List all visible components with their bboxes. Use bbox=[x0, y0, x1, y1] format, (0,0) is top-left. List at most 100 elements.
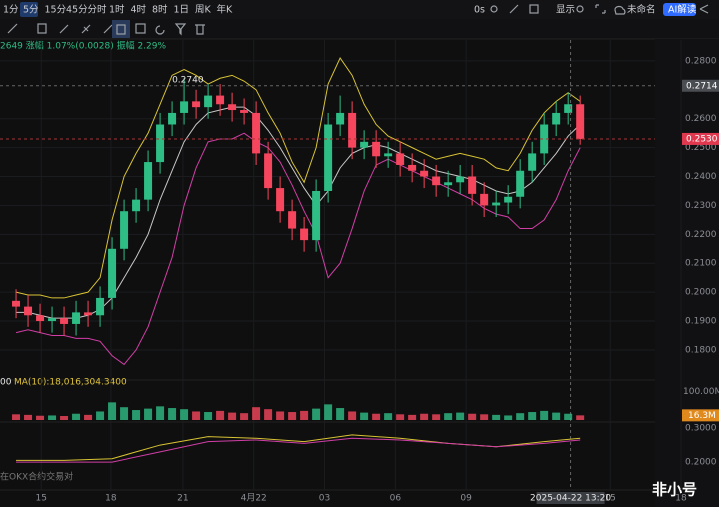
volume-tick-label: 100.00M bbox=[683, 387, 719, 397]
price-tag bbox=[682, 79, 719, 92]
interval-button[interactable]: 分时 bbox=[88, 4, 108, 16]
volume-bar bbox=[228, 412, 237, 420]
info-line: 2649 涨幅 1.07%(0.0028) 振幅 2.29% bbox=[0, 40, 166, 52]
interval-button[interactable]: 1分 bbox=[3, 5, 19, 16]
volume-bar bbox=[120, 407, 129, 420]
volume-bar bbox=[84, 414, 93, 420]
y-tick-label: 0.2400 bbox=[685, 172, 717, 182]
y-tick-label: 0.2800 bbox=[685, 56, 717, 66]
candle-body bbox=[276, 188, 285, 212]
candle-body bbox=[324, 124, 333, 191]
volume-tag-label: 16.3M bbox=[688, 411, 716, 421]
candle-body bbox=[300, 228, 309, 241]
candle-body bbox=[564, 104, 573, 113]
x-tick-label: 18 bbox=[675, 494, 687, 504]
y-tick-label: 0.2100 bbox=[685, 259, 717, 269]
candle-body bbox=[312, 190, 321, 241]
volume-bar bbox=[456, 412, 465, 420]
indicator-line bbox=[16, 437, 581, 463]
candle-body bbox=[552, 112, 561, 125]
y-tick-label: 0.1900 bbox=[685, 317, 717, 327]
x-tick-label: 15 bbox=[604, 494, 615, 504]
high-marker: 0.2740 bbox=[172, 76, 204, 86]
candle-body bbox=[108, 248, 117, 298]
candle-body bbox=[456, 176, 465, 183]
y-tick-label: 0.2600 bbox=[685, 114, 717, 124]
volume-bar bbox=[396, 414, 405, 420]
bollinger-band bbox=[15, 57, 581, 299]
watermark: 非小号 bbox=[652, 481, 697, 499]
volume-bar bbox=[516, 413, 525, 420]
candle-body bbox=[96, 297, 105, 316]
volume-bar bbox=[480, 414, 489, 420]
display-button[interactable]: 显示 bbox=[556, 5, 575, 16]
candle-body bbox=[504, 196, 513, 203]
volume-bar bbox=[156, 406, 165, 420]
x-tick-label: 18 bbox=[105, 494, 117, 504]
volume-bar bbox=[552, 412, 561, 420]
ai-button[interactable] bbox=[663, 3, 696, 16]
volume-bar bbox=[192, 411, 201, 420]
candle-body bbox=[156, 124, 165, 163]
price-tag-label: 0.2530 bbox=[686, 134, 718, 144]
crosshair-box bbox=[536, 492, 605, 504]
candle-body bbox=[144, 162, 153, 200]
candle-body bbox=[288, 211, 297, 229]
interval-button[interactable]: 4时 bbox=[131, 4, 147, 16]
candle-body bbox=[252, 112, 261, 154]
volume-bar bbox=[360, 412, 369, 420]
tool-icons[interactable] bbox=[7, 4, 709, 38]
volume-bar bbox=[336, 408, 345, 420]
interval-button[interactable]: 45分 bbox=[66, 5, 88, 16]
volume-bar bbox=[420, 413, 429, 420]
candle-body bbox=[132, 199, 141, 212]
candle-body bbox=[264, 153, 273, 189]
candle-body bbox=[84, 312, 93, 316]
candle-body bbox=[480, 193, 489, 206]
source: 在OKX合约交易对 bbox=[0, 471, 73, 483]
interval-button[interactable]: 5分 bbox=[23, 5, 39, 16]
interval-button[interactable]: 周K bbox=[195, 5, 212, 16]
x-tick-label: 03 bbox=[319, 494, 330, 504]
volume-bar bbox=[108, 402, 117, 420]
volume-bar bbox=[252, 407, 261, 420]
volume-bar bbox=[240, 413, 249, 420]
candle-body bbox=[36, 315, 45, 322]
interval-button[interactable]: 8时 bbox=[152, 4, 168, 16]
candle-body bbox=[168, 112, 177, 125]
y-tick-label: 0.2300 bbox=[685, 201, 717, 211]
volume-label: 00 bbox=[0, 378, 12, 388]
candle-body bbox=[228, 104, 237, 111]
interval-button[interactable]: 15分 bbox=[45, 5, 67, 16]
volume-bar bbox=[408, 414, 417, 420]
candle-body bbox=[432, 176, 441, 186]
candle-body bbox=[540, 124, 549, 154]
volume-bar bbox=[576, 415, 585, 420]
interval-button[interactable]: 1日 bbox=[174, 5, 190, 16]
candle-body bbox=[180, 101, 189, 113]
volume-bar bbox=[372, 413, 381, 420]
candle-body bbox=[60, 318, 69, 324]
candle-body bbox=[444, 182, 453, 186]
candle-body bbox=[372, 141, 381, 157]
volume-bar bbox=[348, 411, 357, 420]
volume-bar bbox=[36, 415, 45, 420]
volume-bar bbox=[264, 409, 273, 420]
candle-body bbox=[336, 112, 345, 125]
candle-body bbox=[348, 112, 357, 148]
volume-bar bbox=[168, 408, 177, 420]
ai-label[interactable]: AI解读 bbox=[668, 4, 697, 16]
price-axis bbox=[655, 39, 719, 507]
volume-bar bbox=[468, 413, 477, 420]
volume-bar bbox=[24, 414, 33, 420]
volume-bar bbox=[180, 409, 189, 420]
candle-body bbox=[360, 141, 369, 148]
y-tick-label: 0.2500 bbox=[685, 143, 717, 153]
candle-body bbox=[576, 104, 585, 139]
layout-name[interactable]: 未命名 bbox=[627, 4, 656, 16]
bollinger-band bbox=[15, 132, 581, 366]
candle-body bbox=[12, 300, 21, 307]
interval-button[interactable]: 年K bbox=[217, 4, 234, 16]
interval-button[interactable]: 1时 bbox=[109, 4, 125, 16]
